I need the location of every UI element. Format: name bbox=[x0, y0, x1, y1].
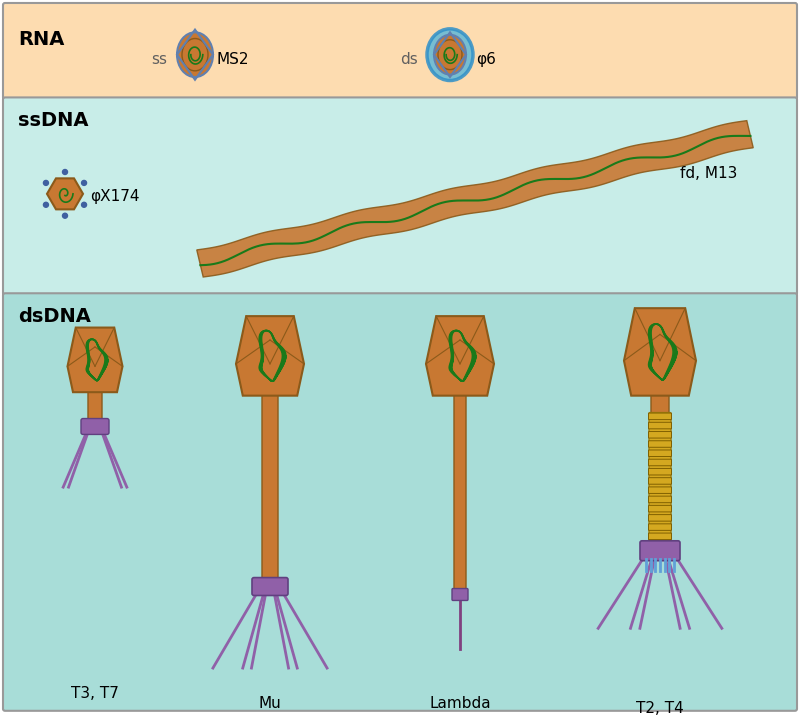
Ellipse shape bbox=[177, 32, 213, 77]
FancyBboxPatch shape bbox=[649, 533, 671, 539]
FancyBboxPatch shape bbox=[252, 577, 288, 595]
Circle shape bbox=[82, 202, 86, 207]
Polygon shape bbox=[197, 121, 754, 277]
Circle shape bbox=[62, 214, 67, 218]
FancyBboxPatch shape bbox=[452, 589, 468, 600]
FancyBboxPatch shape bbox=[649, 431, 671, 438]
FancyBboxPatch shape bbox=[262, 395, 278, 580]
Polygon shape bbox=[426, 316, 494, 395]
FancyBboxPatch shape bbox=[649, 413, 671, 544]
Polygon shape bbox=[47, 178, 83, 209]
Ellipse shape bbox=[438, 40, 462, 70]
Text: ssDNA: ssDNA bbox=[18, 111, 89, 130]
Circle shape bbox=[62, 170, 67, 175]
Text: MS2: MS2 bbox=[217, 52, 250, 67]
FancyBboxPatch shape bbox=[651, 395, 669, 415]
Ellipse shape bbox=[434, 35, 466, 75]
Ellipse shape bbox=[427, 29, 473, 81]
Circle shape bbox=[82, 180, 86, 186]
FancyBboxPatch shape bbox=[3, 3, 797, 99]
FancyBboxPatch shape bbox=[454, 395, 466, 590]
FancyBboxPatch shape bbox=[649, 450, 671, 457]
FancyBboxPatch shape bbox=[649, 413, 671, 420]
FancyBboxPatch shape bbox=[649, 469, 671, 475]
Text: φ6: φ6 bbox=[476, 52, 496, 67]
Text: T3, T7: T3, T7 bbox=[71, 686, 119, 701]
FancyBboxPatch shape bbox=[649, 441, 671, 447]
Ellipse shape bbox=[182, 39, 208, 71]
Polygon shape bbox=[67, 328, 122, 392]
Text: Mu: Mu bbox=[258, 696, 282, 711]
Text: φX174: φX174 bbox=[90, 189, 139, 204]
Circle shape bbox=[43, 180, 49, 186]
FancyBboxPatch shape bbox=[649, 487, 671, 493]
FancyBboxPatch shape bbox=[649, 477, 671, 484]
Text: ss: ss bbox=[151, 52, 167, 67]
Text: fd, M13: fd, M13 bbox=[680, 167, 738, 181]
Circle shape bbox=[43, 202, 49, 207]
Polygon shape bbox=[624, 308, 696, 395]
FancyBboxPatch shape bbox=[649, 422, 671, 429]
FancyBboxPatch shape bbox=[3, 293, 797, 711]
FancyBboxPatch shape bbox=[640, 541, 680, 561]
Polygon shape bbox=[236, 316, 304, 395]
Text: ds: ds bbox=[400, 52, 418, 67]
FancyBboxPatch shape bbox=[649, 515, 671, 521]
FancyBboxPatch shape bbox=[88, 392, 102, 421]
FancyBboxPatch shape bbox=[649, 524, 671, 531]
Text: T2, T4: T2, T4 bbox=[636, 701, 684, 716]
FancyBboxPatch shape bbox=[649, 496, 671, 503]
Text: Lambda: Lambda bbox=[429, 696, 491, 711]
FancyBboxPatch shape bbox=[3, 98, 797, 296]
FancyBboxPatch shape bbox=[81, 418, 109, 434]
Text: RNA: RNA bbox=[18, 29, 64, 49]
FancyBboxPatch shape bbox=[649, 505, 671, 512]
Text: dsDNA: dsDNA bbox=[18, 307, 91, 326]
FancyBboxPatch shape bbox=[649, 459, 671, 466]
